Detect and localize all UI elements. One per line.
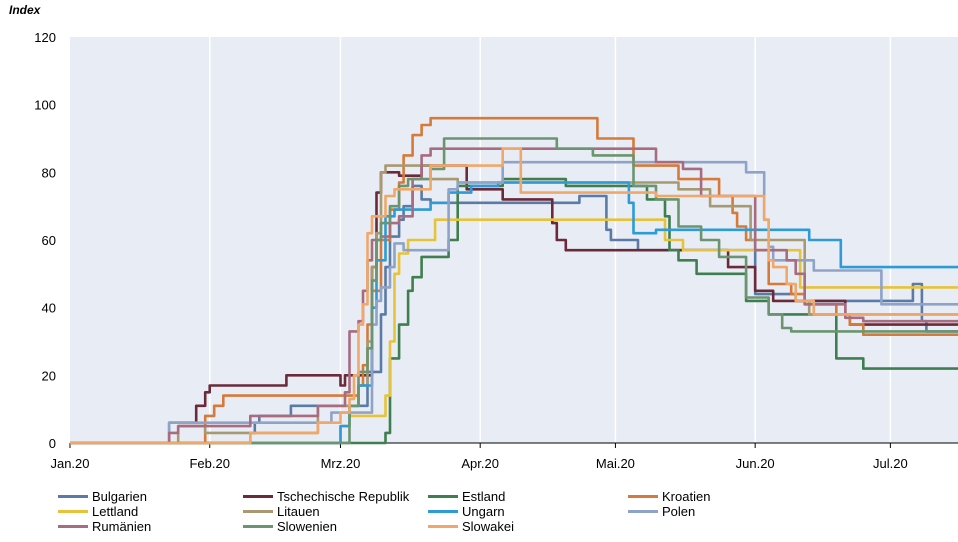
legend-label: Kroatien [662, 489, 711, 504]
legend-item: Lettland [58, 504, 243, 519]
x-tick-label: Apr.20 [461, 456, 499, 471]
legend-label: Tschechische Republik [277, 489, 410, 504]
legend-item: Polen [628, 504, 848, 519]
legend-label: Litauen [277, 504, 320, 519]
legend-label: Bulgarien [92, 489, 147, 504]
legend-item: Ungarn [428, 504, 628, 519]
legend-swatch [58, 525, 88, 528]
legend-swatch [243, 525, 273, 528]
series-line-kroatien [70, 116, 958, 445]
legend-label: Slowakei [462, 519, 515, 534]
series-line-slowakei [70, 147, 958, 445]
legend-item: Kroatien [628, 489, 848, 504]
y-tick-label: 0 [49, 436, 56, 451]
y-tick-label: 100 [34, 98, 56, 113]
series-line-litauen [70, 164, 958, 445]
legend-item: Bulgarien [58, 489, 243, 504]
line-chart: Index 0 20 40 60 80 100 120 Jan.20 Feb.20 Mrz.20… [9, 3, 958, 471]
legend-label: Slowenien [277, 519, 337, 534]
y-axis-label: Index [9, 3, 42, 17]
y-tick-label: 60 [42, 233, 56, 248]
legend-swatch [428, 510, 458, 513]
legend-swatch [58, 495, 88, 498]
legend-label: Rumänien [92, 519, 152, 534]
series-line-rum-nien [70, 147, 958, 445]
legend-swatch [58, 510, 88, 513]
legend-item: Rumänien [58, 519, 243, 534]
legend-item: Estland [428, 489, 628, 504]
x-tick-label: Jan.20 [50, 456, 89, 471]
legend-swatch [243, 495, 273, 498]
legend-item: Slowakei [428, 519, 628, 534]
legend-item: Slowenien [243, 519, 428, 534]
legend-label: Estland [462, 489, 506, 504]
series-line-slowenien [70, 137, 958, 445]
y-tick-label: 80 [42, 165, 56, 180]
legend-label: Polen [662, 504, 696, 519]
x-tick-label: Jun.20 [736, 456, 775, 471]
y-tick-label: 40 [42, 301, 56, 316]
y-tick-label: 20 [42, 368, 56, 383]
legend-swatch [428, 525, 458, 528]
legend-label: Lettland [92, 504, 139, 519]
legend-item: Litauen [243, 504, 428, 519]
x-tick-label: Mrz.20 [321, 456, 361, 471]
chart-legend: Bulgarien Tschechische Republik Estland Kro… [58, 489, 938, 534]
legend-label: Ungarn [462, 504, 505, 519]
legend-swatch [428, 495, 458, 498]
series-line-tschechische-republik [70, 164, 958, 445]
x-tick-label: Mai.20 [596, 456, 635, 471]
legend-swatch [628, 510, 658, 513]
legend-swatch [628, 495, 658, 498]
legend-swatch [243, 510, 273, 513]
legend-item: Tschechische Republik [243, 489, 428, 504]
y-tick-label: 120 [34, 30, 56, 45]
x-tick-label: Feb.20 [189, 456, 229, 471]
x-tick-label: Jul.20 [873, 456, 908, 471]
